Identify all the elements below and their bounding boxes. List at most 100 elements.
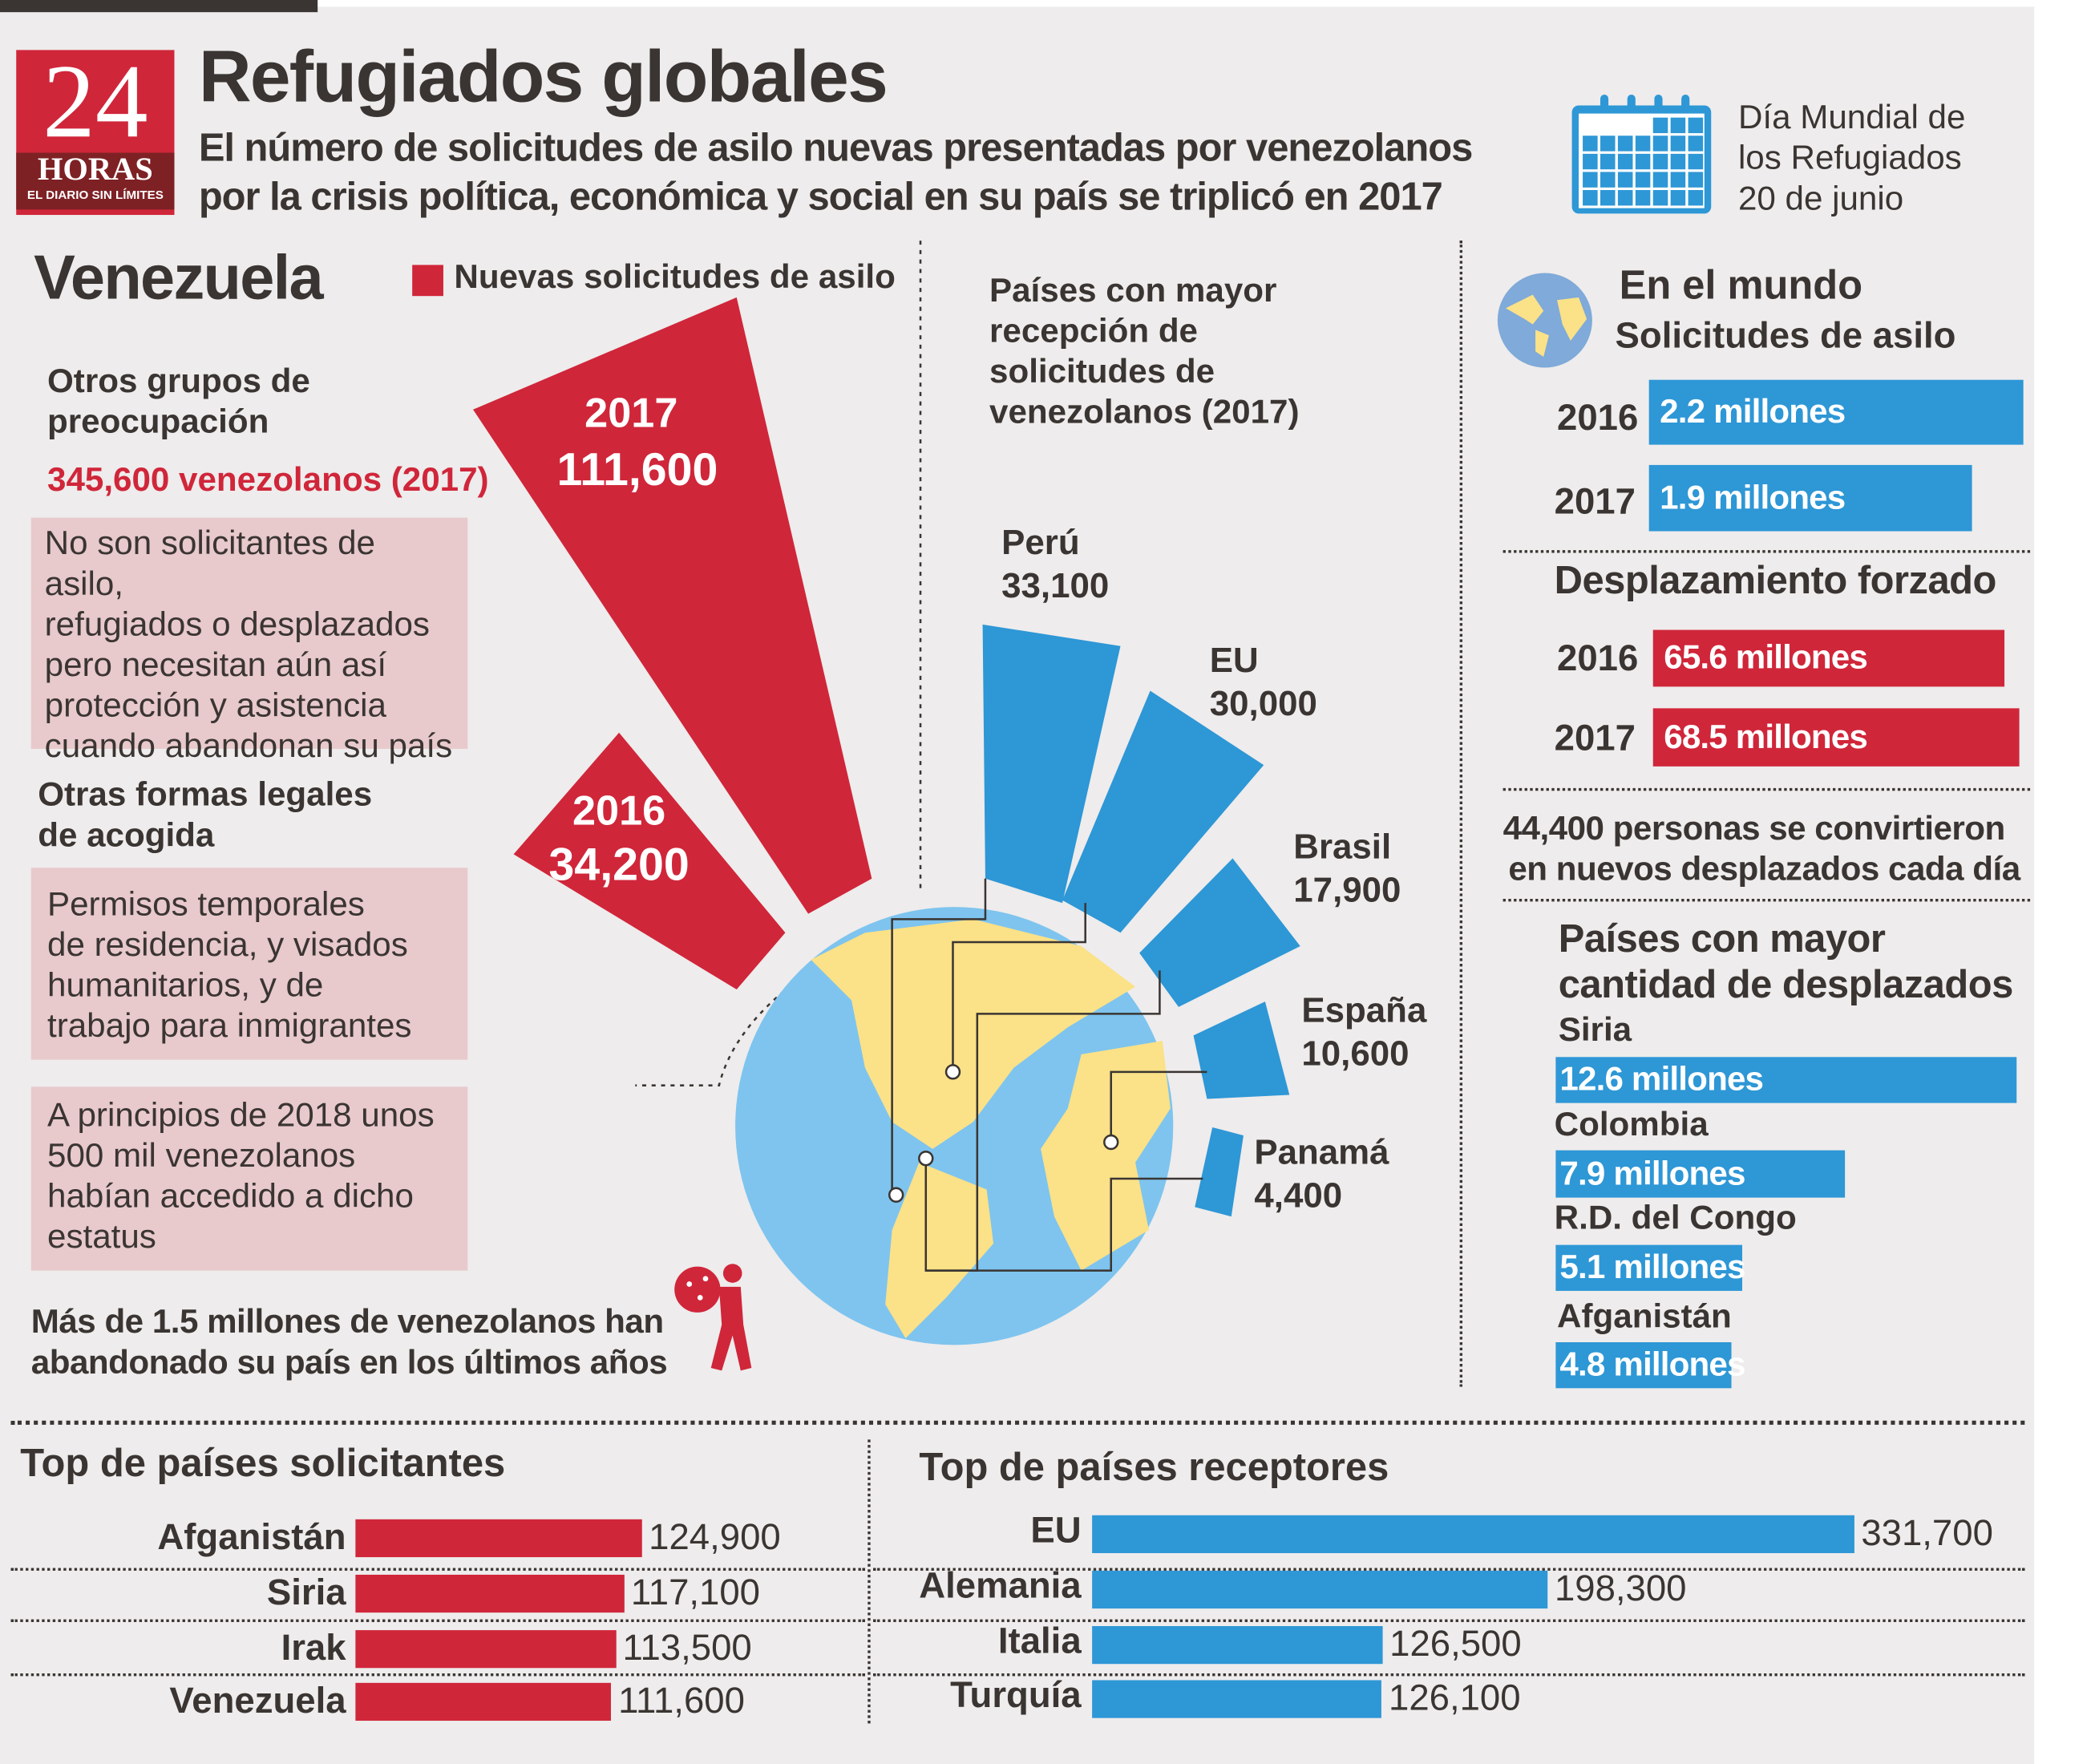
bar-value: 117,100 <box>630 1572 761 1613</box>
bar-value: 4.8 millones <box>1559 1345 1745 1384</box>
subtitle-line-2: por la crisis política, económica y soci… <box>198 176 1443 220</box>
text: Países con mayor <box>989 271 1277 310</box>
wedge-panama <box>1195 1127 1244 1217</box>
date-line: 20 de junio <box>1737 180 1904 218</box>
text: Países con mayor <box>1558 917 1886 961</box>
text: 2017 <box>584 389 678 437</box>
box-line: trabajo para inmigrantes <box>47 1006 412 1046</box>
bar-value: 111,600 <box>618 1680 745 1722</box>
label-2016: 2016 34,200 <box>544 784 693 892</box>
country-label: Perú 33,100 <box>1001 520 1109 607</box>
bar-row: 111,600 <box>355 1680 745 1722</box>
receptores-title: Países con mayor recepción de solicitudes … <box>989 270 1299 432</box>
bar-value: 5.1 millones <box>1559 1248 1745 1287</box>
row-divider <box>873 1673 2025 1677</box>
box-line: pero necesitan aún así <box>44 645 387 685</box>
bar <box>355 1630 617 1669</box>
bar-category: R.D. del Congo <box>1554 1199 1797 1237</box>
country-label: Panamá 4,400 <box>1254 1130 1389 1216</box>
divider <box>1459 241 1463 1387</box>
text: recepción de <box>989 312 1199 350</box>
country-label: Brasil 17,900 <box>1293 824 1401 911</box>
bar-category: Siria <box>1558 1010 1632 1050</box>
bar-value: 65.6 millones <box>1664 638 1868 677</box>
venezuela-title: Venezuela <box>34 241 324 313</box>
bar-category: EU <box>1030 1510 1082 1551</box>
mundo-subtitle: Solicitudes de asilo <box>1615 314 1956 356</box>
bar-category: Italia <box>997 1620 1082 1661</box>
bar: 7.9 millones <box>1555 1150 1845 1198</box>
bar-value: 12.6 millones <box>1559 1060 1764 1098</box>
solicitantes-title: Top de países solicitantes <box>20 1442 506 1486</box>
bar-row: 113,500 <box>355 1628 752 1669</box>
bar-row: 68.5 millones <box>1652 708 2020 767</box>
divider <box>868 1439 871 1724</box>
bar-row: 126,500 <box>1092 1623 1854 1665</box>
bar-value: 1.9 millones <box>1660 478 1846 516</box>
box-line: estatus <box>47 1217 156 1256</box>
bar: 5.1 millones <box>1555 1244 1745 1291</box>
otros-title: Otros grupos de preocupación <box>47 361 310 442</box>
desp-title: Desplazamiento forzado <box>1554 559 1997 603</box>
calendar-icon <box>1571 95 1712 214</box>
text: abandonado su país en los últimos años <box>30 1343 668 1382</box>
bar <box>355 1574 625 1613</box>
bar-value: 68.5 millones <box>1664 718 1868 756</box>
bar-category: 2016 <box>1557 397 1639 439</box>
bar-value: 2.2 millones <box>1660 392 1846 431</box>
box-line: habían accedido a dicho <box>47 1177 414 1216</box>
subtitle-line-1: El número de solicitudes de asilo nuevas… <box>198 127 1474 171</box>
bar-value: 124,900 <box>649 1516 781 1558</box>
globe-icon <box>1497 273 1592 368</box>
text: Otras formas legales <box>38 775 373 814</box>
wedge-brasil <box>1139 858 1300 1007</box>
bar-category: Irak <box>281 1627 346 1669</box>
info-box: A principios de 2018 unos 500 mil venezol… <box>30 1086 468 1271</box>
text: venezolanos (2017) <box>989 393 1300 431</box>
bar-row: 5.1 millones <box>1555 1244 2016 1291</box>
country-name: EU <box>1209 639 1259 680</box>
row-divider <box>873 1568 2025 1571</box>
box-line: refugiados o desplazados <box>44 605 430 644</box>
country-value: 33,100 <box>1001 564 1110 606</box>
bar: 1.9 millones <box>1648 464 1972 532</box>
logo: 24 HORAS EL DIARIO SIN LÍMITES <box>16 48 175 216</box>
country-label: EU 30,000 <box>1210 638 1317 725</box>
wedge-peru <box>982 624 1121 904</box>
bar: 4.8 millones <box>1555 1341 1745 1389</box>
bar-row: 2.2 millones <box>1648 379 2024 445</box>
bar: 2.2 millones <box>1648 379 2024 445</box>
bar-value: 126,500 <box>1389 1623 1522 1665</box>
row-divider <box>10 1619 865 1622</box>
country-value: 4,400 <box>1254 1174 1343 1216</box>
top-bar <box>0 0 318 13</box>
text: 34,200 <box>548 839 690 891</box>
bar-category: Colombia <box>1554 1105 1709 1144</box>
box-line: A principios de 2018 unos <box>47 1096 435 1135</box>
date-note: Día Mundial de los Refugiados 20 de juni… <box>1738 97 1965 219</box>
bar: 68.5 millones <box>1652 708 2020 767</box>
country-name: Panamá <box>1254 1131 1389 1172</box>
box-line: Permisos temporales <box>47 885 365 924</box>
country-label: España 10,600 <box>1301 988 1426 1074</box>
info-box: No son solicitantes de asilo, refugiados … <box>30 517 468 765</box>
receptores-bottom-title: Top de países receptores <box>919 1446 1389 1490</box>
bar <box>355 1519 642 1558</box>
row-divider <box>873 1619 2025 1622</box>
country-name: España <box>1301 989 1427 1030</box>
divider <box>1502 787 2031 791</box>
bar-row: 12.6 millones <box>1555 1057 2017 1103</box>
bar <box>1092 1515 1854 1553</box>
paises-title: Países con mayor cantidad de desplazados <box>1558 916 2014 1009</box>
country-name: Perú <box>1001 521 1080 563</box>
country-value: 10,600 <box>1301 1032 1409 1074</box>
legend-label: Nuevas solicitudes de asilo <box>454 257 896 297</box>
bar-value: 126,100 <box>1389 1677 1521 1718</box>
bar-value: 7.9 millones <box>1559 1154 1745 1192</box>
text: cantidad de desplazados <box>1558 963 2014 1007</box>
bar: 65.6 millones <box>1652 629 2004 687</box>
bar-category: 2016 <box>1557 637 1639 679</box>
bar-category: Venezuela <box>169 1680 346 1722</box>
bar-category: Turquía <box>950 1674 1082 1716</box>
box-line: de residencia, y visados <box>47 925 408 964</box>
